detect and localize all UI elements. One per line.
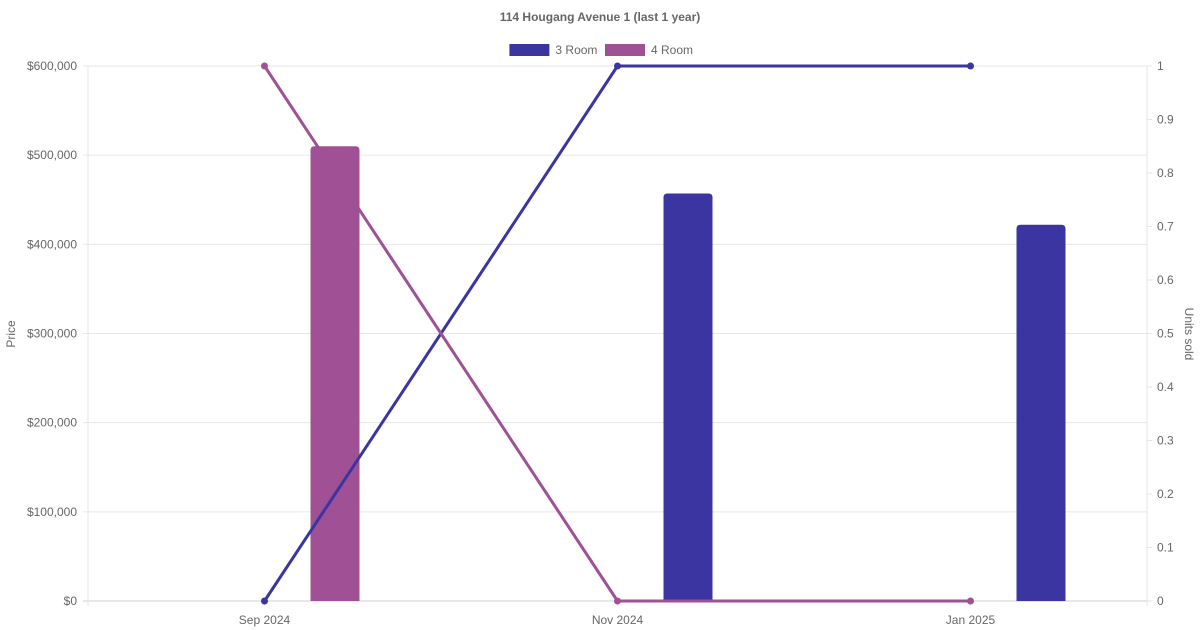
y-right-tick-label: 0.4 xyxy=(1157,380,1174,394)
legend-label-4-room[interactable]: 4 Room xyxy=(651,43,693,57)
y-left-tick-label: $400,000 xyxy=(27,237,77,251)
y-left-tick-label: $600,000 xyxy=(27,59,77,73)
right-axis-ticks: 0 0.1 0.2 0.3 0.4 0.5 0.6 0.7 0.8 0.9 1 xyxy=(1157,59,1174,608)
point-3-room[interactable] xyxy=(261,597,268,605)
point-4-room[interactable] xyxy=(967,597,974,605)
y-right-tick-label: 0.5 xyxy=(1157,327,1174,341)
y-left-tick-label: $100,000 xyxy=(27,505,77,519)
y-left-tick-label: $300,000 xyxy=(27,327,77,341)
legend-swatch-4-room[interactable] xyxy=(605,44,645,56)
legend[interactable]: 3 Room 4 Room xyxy=(509,43,693,57)
y-right-tick-label: 0 xyxy=(1157,594,1164,608)
grid xyxy=(83,65,1152,606)
y-right-tick-label: 0.3 xyxy=(1157,434,1174,448)
y-axis-left-title: Price xyxy=(4,320,18,348)
y-right-tick-label: 0.9 xyxy=(1157,113,1174,127)
x-tick-label: Nov 2024 xyxy=(592,613,644,627)
legend-label-3-room[interactable]: 3 Room xyxy=(555,43,597,57)
x-tick-label: Sep 2024 xyxy=(239,613,291,627)
y-right-tick-label: 0.6 xyxy=(1157,273,1174,287)
bar-3-room[interactable] xyxy=(1016,224,1066,601)
chart-title: 114 Hougang Avenue 1 (last 1 year) xyxy=(500,10,701,24)
y-right-tick-label: 0.7 xyxy=(1157,220,1174,234)
y-right-tick-label: 1 xyxy=(1157,59,1164,73)
point-3-room[interactable] xyxy=(614,62,621,70)
bar-3-room[interactable] xyxy=(663,193,713,601)
y-right-tick-label: 0.1 xyxy=(1157,541,1174,555)
y-left-tick-label: $200,000 xyxy=(27,416,77,430)
point-3-room[interactable] xyxy=(967,62,974,70)
bar-4-room[interactable] xyxy=(310,146,360,601)
y-right-tick-label: 0.8 xyxy=(1157,166,1174,180)
x-tick-label: Jan 2025 xyxy=(946,613,996,627)
x-axis-ticks: Sep 2024 Nov 2024 Jan 2025 xyxy=(239,613,996,627)
y-left-tick-label: $0 xyxy=(64,594,78,608)
point-4-room[interactable] xyxy=(614,597,621,605)
y-left-tick-label: $500,000 xyxy=(27,148,77,162)
bars xyxy=(310,146,1066,601)
legend-swatch-3-room[interactable] xyxy=(509,44,550,56)
point-4-room[interactable] xyxy=(261,62,268,70)
y-axis-right-title: Units sold xyxy=(1182,308,1196,361)
left-axis-ticks: $0 $100,000 $200,000 $300,000 $400,000 $500,0… xyxy=(27,59,77,608)
y-right-tick-label: 0.2 xyxy=(1157,487,1174,501)
lines xyxy=(261,62,974,605)
